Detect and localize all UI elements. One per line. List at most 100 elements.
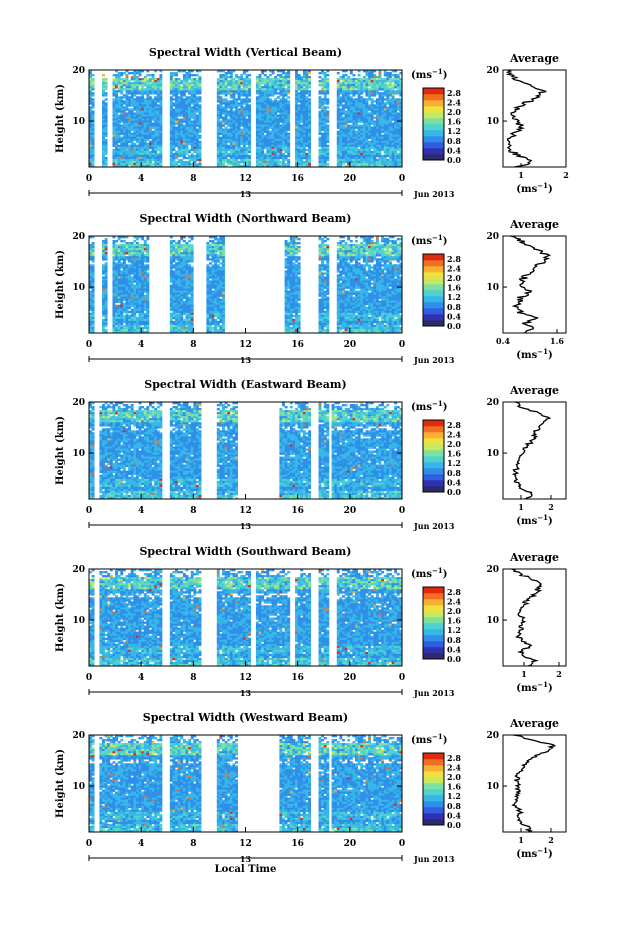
heatmap-cell (272, 145, 275, 147)
heatmap-cell (159, 123, 162, 125)
heatmap-cell (232, 112, 235, 114)
heatmap-cell (319, 163, 322, 165)
heatmap-cell (123, 327, 126, 329)
heatmap-cell (342, 145, 345, 147)
x-tick-label: 8 (190, 174, 196, 184)
heatmap-cell (238, 157, 241, 159)
heatmap-cell (352, 88, 355, 90)
heatmap-cell (112, 305, 115, 307)
heatmap-cell (384, 98, 387, 100)
heatmap-cell (264, 94, 267, 96)
heatmap-cell (279, 74, 282, 76)
heatmap-cell (305, 108, 308, 110)
heatmap-cell (337, 121, 340, 123)
heatmap-cell (371, 100, 374, 102)
heatmap-cell (139, 102, 142, 104)
heatmap-cell (240, 155, 243, 157)
heatmap-cell (186, 100, 189, 102)
heatmap-cell (128, 272, 131, 274)
heatmap-cell (277, 137, 280, 139)
heatmap-cell (146, 90, 149, 92)
heatmap-cell (157, 100, 160, 102)
heatmap-cell (347, 131, 350, 133)
heatmap-cell (136, 112, 139, 114)
heatmap-cell (355, 163, 358, 165)
heatmap-cell (295, 157, 298, 159)
heatmap-cell (115, 78, 118, 80)
heatmap-cell (230, 76, 233, 78)
heatmap-cell (219, 106, 222, 108)
heatmap-cell (188, 106, 191, 108)
heatmap-cell (386, 161, 389, 163)
heatmap-cell (397, 119, 400, 121)
heatmap-cell (193, 78, 196, 80)
heatmap-cell (358, 102, 361, 104)
heatmap-cell (120, 309, 123, 311)
heatmap-cell (269, 114, 272, 116)
heatmap-cell (371, 80, 374, 82)
heatmap-cell (133, 250, 136, 252)
heatmap-cell (238, 137, 241, 139)
heatmap-cell (230, 116, 233, 118)
heatmap-cell (186, 127, 189, 129)
heatmap-cell (277, 147, 280, 149)
heatmap-cell (277, 157, 280, 159)
heatmap-cell (152, 143, 155, 145)
heatmap-cell (146, 92, 149, 94)
heatmap-cell (149, 163, 152, 165)
heatmap-cell (274, 100, 277, 102)
heatmap-cell (298, 106, 301, 108)
heatmap-cell (298, 159, 301, 161)
heatmap-cell (178, 143, 181, 145)
heatmap-cell (102, 104, 105, 106)
heatmap-cell (274, 159, 277, 161)
heatmap-cell (321, 151, 324, 153)
heatmap-cell (300, 139, 303, 141)
heatmap-cell (133, 319, 136, 321)
heatmap-cell (199, 151, 202, 153)
heatmap-cell (123, 139, 126, 141)
heatmap-cell (136, 80, 139, 82)
heatmap-cell (123, 108, 126, 110)
heatmap-cell (175, 92, 178, 94)
heatmap-cell (144, 147, 147, 149)
heatmap-cell (118, 114, 121, 116)
heatmap-cell (193, 137, 196, 139)
heatmap-cell (141, 80, 144, 82)
heatmap-cell (183, 131, 186, 133)
heatmap-cell (272, 139, 275, 141)
heatmap-cell (139, 96, 142, 98)
heatmap-cell (146, 264, 149, 266)
heatmap-cell (128, 153, 131, 155)
heatmap-cell (126, 141, 129, 143)
heatmap-cell (191, 74, 194, 76)
heatmap-cell (264, 74, 267, 76)
heatmap-cell (126, 297, 129, 299)
heatmap-cell (123, 96, 126, 98)
heatmap-cell (232, 127, 235, 129)
heatmap-cell (269, 121, 272, 123)
heatmap-cell (191, 127, 194, 129)
heatmap-cell (319, 119, 322, 121)
heatmap-cell (373, 153, 376, 155)
heatmap-cell (373, 137, 376, 139)
heatmap-cell (115, 145, 118, 147)
heatmap-cell (392, 80, 395, 82)
heatmap-cell (243, 151, 246, 153)
heatmap-cell (118, 131, 121, 133)
heatmap-cell (105, 104, 108, 106)
heatmap-cell (112, 155, 115, 157)
heatmap-cell (389, 157, 392, 159)
heatmap-cell (133, 293, 136, 295)
heatmap-cell (235, 102, 238, 104)
heatmap-cell (350, 108, 353, 110)
heatmap-cell (295, 114, 298, 116)
heatmap-cell (144, 285, 147, 287)
heatmap-cell (287, 123, 290, 125)
heatmap-cell (102, 88, 105, 90)
heatmap-cell (118, 287, 121, 289)
heatmap-cell (105, 264, 108, 266)
heatmap-cell (259, 127, 262, 129)
heatmap-cell (180, 141, 183, 143)
heatmap-cell (264, 86, 267, 88)
